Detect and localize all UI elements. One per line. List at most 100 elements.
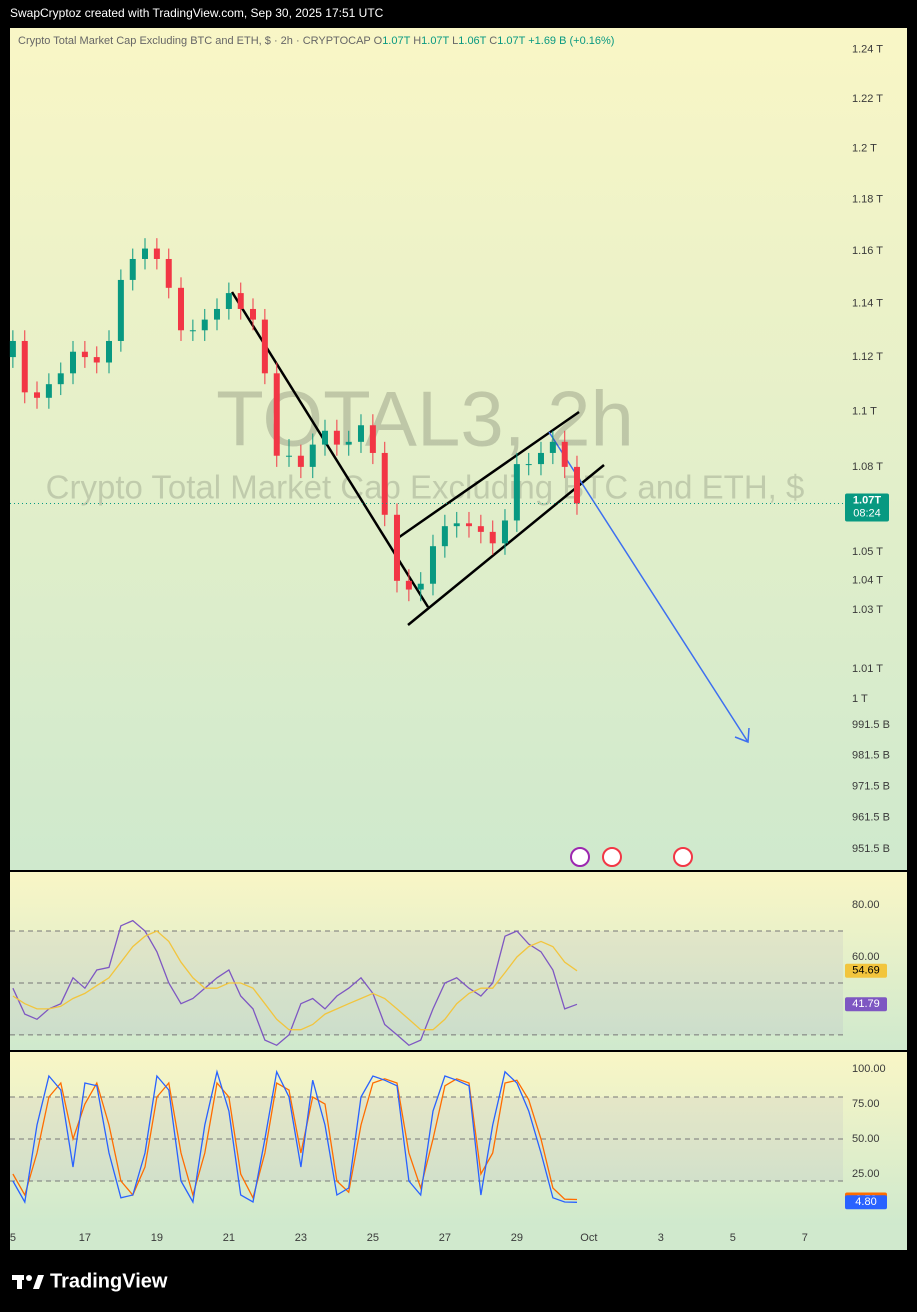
candle-body [117, 279, 124, 341]
candle-body [321, 430, 328, 445]
candle-body [273, 373, 280, 456]
x-tick-label: 23 [295, 1232, 307, 1244]
y-tick-label: 50.00 [852, 1133, 880, 1145]
y-tick-label: 75.00 [852, 1098, 880, 1110]
candle-body [345, 441, 352, 445]
candle-body [93, 357, 100, 363]
header-text: SwapCryptoz created with TradingView.com… [10, 6, 384, 20]
indicator-line [12, 919, 578, 1047]
y-tick-label: 1.12 T [852, 351, 883, 363]
candle-body [573, 466, 580, 504]
event-icons [570, 847, 693, 867]
legend-label: H [413, 35, 422, 47]
logo [12, 1275, 44, 1289]
channel-upper [394, 410, 580, 542]
candle-body [333, 430, 340, 445]
candle-body [309, 444, 316, 467]
candle-body [441, 526, 448, 547]
candle-body [33, 392, 40, 398]
price-pane [10, 28, 907, 870]
x-tick-label: 25 [367, 1232, 379, 1244]
event-icon [570, 847, 590, 867]
x-tick-label: 7 [802, 1232, 808, 1244]
y-tick-label: 25.00 [852, 1168, 880, 1180]
y-tick-label: 951.5 B [852, 843, 890, 855]
y-tick-label: 991.5 B [852, 719, 890, 731]
x-tick-label: 3 [658, 1232, 664, 1244]
x-tick-label: 5 [10, 1232, 16, 1244]
indicator-line [12, 1078, 578, 1201]
projection-arrow [548, 431, 749, 743]
candle-body [129, 258, 136, 280]
candle-body [405, 580, 412, 590]
y-tick-label: 1.18 T [852, 193, 883, 205]
y-tick-label: 1.24 T [852, 44, 883, 56]
y-tick-label: 1.03 T [852, 604, 883, 616]
candle-body [285, 455, 292, 457]
candle-body [237, 293, 244, 309]
candle-body [537, 452, 544, 465]
legend-label: L [452, 35, 459, 47]
y-tick-label: 971.5 B [852, 780, 890, 792]
candle-body [21, 340, 28, 393]
candle-body [249, 308, 256, 320]
candle-body [429, 546, 436, 584]
last-price: 1.07T [853, 494, 881, 506]
candle-body [45, 384, 52, 398]
candle-body [417, 583, 424, 590]
y-tick-label: 1.08 T [852, 461, 883, 473]
candle-body [81, 351, 88, 358]
candle-body [489, 531, 496, 544]
legend-value: 1.06T [458, 35, 487, 47]
candle-body [381, 452, 388, 515]
candle-body [153, 248, 160, 259]
y-tick-label: 1.01 T [852, 663, 883, 675]
y-tick-label: 1.16 T [852, 245, 883, 257]
candle-body [525, 464, 532, 466]
indicator-line [12, 1069, 578, 1204]
candle-body [261, 319, 268, 374]
candle-body [465, 523, 472, 527]
event-icon [673, 847, 693, 867]
candle-body [501, 520, 508, 544]
x-tick-label: 29 [511, 1232, 523, 1244]
rsi-pane [10, 872, 907, 1050]
x-tick-label: 5 [730, 1232, 736, 1244]
legend-value: 1.07T [497, 35, 526, 47]
candle-body [177, 287, 184, 331]
watermark: Crypto Total Market Cap Excluding BTC an… [46, 469, 805, 506]
last-price-box [845, 493, 889, 522]
x-tick-label: 19 [151, 1232, 163, 1244]
arrow-head [734, 727, 750, 744]
y-tick-label: 1.22 T [852, 93, 883, 105]
x-tick-label: 27 [439, 1232, 451, 1244]
candle-body [57, 373, 64, 385]
candle-body [477, 526, 484, 532]
y-tick-label: 80.00 [852, 899, 880, 911]
legend-value: 1.07T [421, 35, 450, 47]
legend-value: 1.07T [382, 35, 411, 47]
countdown: 08:24 [853, 507, 881, 519]
y-tick-label: 1.1 T [852, 405, 877, 417]
x-tick-label: 21 [223, 1232, 235, 1244]
value-tag-text: 4.80 [855, 1196, 876, 1208]
value-tag [845, 1195, 887, 1210]
time-axis [10, 1225, 907, 1250]
candle-body [105, 340, 112, 363]
y-tick-label: 961.5 B [852, 812, 890, 824]
y-tick-label: 1.2 T [852, 143, 877, 155]
candle-body [201, 319, 208, 331]
logo-mark [33, 1275, 44, 1289]
candle-body [213, 308, 220, 320]
candle-body [513, 464, 520, 521]
logo-mark [26, 1275, 32, 1281]
legend-label: O [373, 35, 383, 47]
y-tick-label: 1.04 T [852, 575, 883, 587]
logo-mark [17, 1275, 22, 1289]
brand: TradingView [50, 1270, 168, 1292]
candle-body [297, 455, 304, 467]
value-tag-text: 41.79 [852, 998, 880, 1010]
candle-body [189, 330, 196, 332]
